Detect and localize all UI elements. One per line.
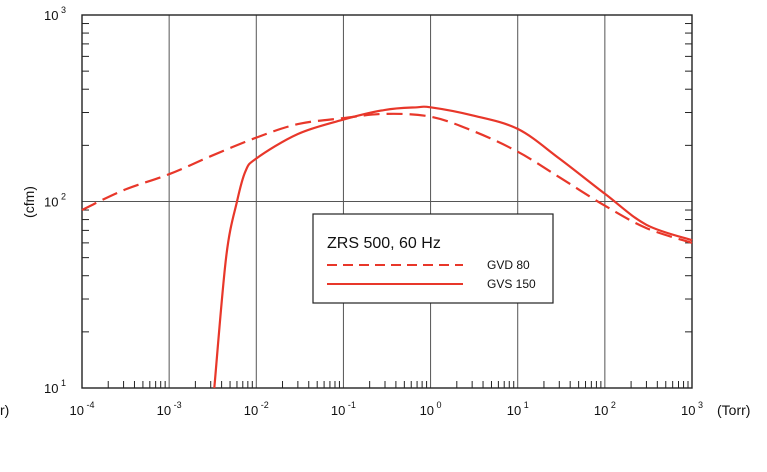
x-tick-label: 10 -2 [244,400,269,418]
x-axis-label: (Torr) [717,402,750,418]
legend-label-gvs150: GVS 150 [487,277,536,291]
plot-frame [81,14,693,389]
grid-lines [81,14,693,389]
x-tick-label: 10 -1 [331,400,356,418]
series-line-gvs150 [213,105,693,389]
x-tick-label: 10 3 [681,400,703,418]
series-line-gvd80 [81,112,693,244]
x-tick-label: 10 0 [420,400,442,418]
x-tick-label: 10 -4 [70,400,95,418]
cut-label: r) [0,402,9,418]
y-tick-label: 10 1 [44,378,66,396]
legend-title: ZRS 500, 60 Hz [327,235,441,252]
y-tick-labels: 10 1 10 2 10 3 [44,5,66,396]
x-tick-label: 10 1 [507,400,529,418]
x-tick-labels: 10 -4 10 -3 10 -2 10 -1 10 0 10 1 10 2 10 3 [70,400,703,418]
x-tick-label: 10 -3 [157,400,182,418]
y-tick-label: 10 2 [44,192,66,210]
legend-label-gvd80: GVD 80 [487,258,530,272]
y-axis-label: (cfm) [21,186,37,218]
series-lines [81,105,693,389]
legend-box [312,213,554,304]
y-tick-label: 10 3 [44,5,66,23]
minor-ticks [82,23,692,388]
x-tick-label: 10 2 [594,400,616,418]
legend: ZRS 500, 60 Hz GVD 80 GVS 150 [312,213,554,304]
